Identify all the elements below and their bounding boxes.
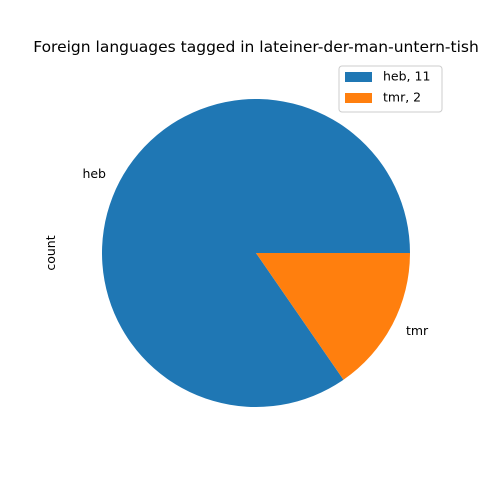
- legend-label-heb: heb, 11: [383, 69, 430, 84]
- chart-title: Foreign languages tagged in lateiner-der…: [33, 38, 479, 56]
- y-axis-label: count: [43, 235, 58, 270]
- legend-swatch-tmr: [345, 93, 372, 103]
- pie-slices: [102, 99, 411, 407]
- pie-slice-labels: heb tmr: [82, 166, 429, 338]
- legend: heb, 11 tmr, 2: [338, 65, 443, 113]
- legend-label-tmr: tmr, 2: [383, 90, 421, 105]
- slice-label-tmr: tmr: [406, 323, 429, 338]
- legend-swatch-heb: [345, 72, 372, 82]
- slice-label-heb: heb: [82, 166, 106, 181]
- pie-slice-tmr: [256, 253, 410, 380]
